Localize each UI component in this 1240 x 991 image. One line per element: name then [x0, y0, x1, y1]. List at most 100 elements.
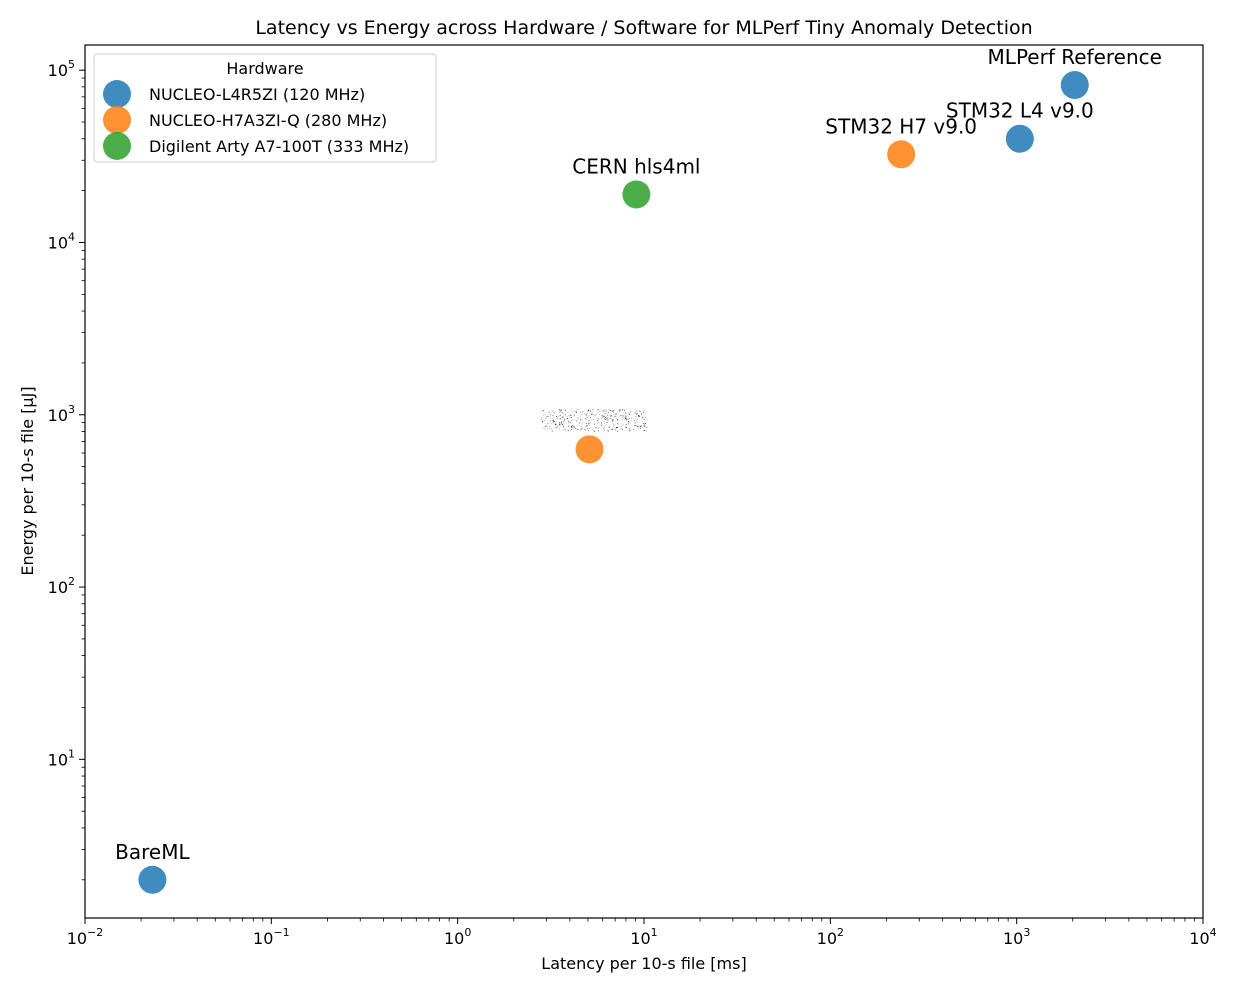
noise-speck	[641, 413, 642, 415]
noise-speck	[636, 420, 638, 421]
noise-speck	[544, 420, 545, 421]
noise-speck	[572, 411, 574, 412]
noise-speck	[611, 429, 612, 430]
noise-speck	[569, 422, 571, 424]
noise-speck	[617, 427, 619, 428]
noise-speck	[555, 423, 557, 425]
noise-speck	[625, 424, 627, 426]
noise-speck	[543, 411, 544, 413]
noise-speck	[633, 418, 635, 420]
noise-speck	[618, 410, 620, 412]
data-point	[138, 865, 167, 894]
noise-speck	[636, 413, 638, 415]
noise-mark	[541, 409, 648, 432]
noise-speck	[559, 423, 560, 425]
noise-speck	[574, 415, 575, 416]
noise-speck	[607, 417, 609, 419]
noise-speck	[607, 430, 608, 431]
noise-speck	[624, 415, 626, 417]
noise-speck	[588, 415, 590, 417]
noise-speck	[560, 410, 561, 412]
data-point	[1060, 71, 1089, 100]
noise-speck	[582, 428, 583, 429]
noise-speck	[635, 425, 636, 427]
noise-speck	[559, 424, 561, 426]
noise-speck	[569, 414, 571, 416]
noise-speck	[561, 422, 562, 424]
noise-speck	[626, 427, 627, 429]
chart-title: Latency vs Energy across Hardware / Soft…	[255, 17, 1032, 39]
noise-speck	[620, 415, 622, 416]
noise-speck	[571, 427, 573, 428]
noise-speck	[601, 417, 602, 419]
noise-speck	[561, 421, 562, 423]
noise-speck	[621, 415, 623, 416]
noise-speck	[624, 411, 626, 413]
noise-speck	[548, 412, 550, 413]
noise-speck	[556, 418, 558, 420]
noise-speck	[610, 415, 612, 417]
noise-speck	[613, 410, 614, 412]
noise-speck	[577, 409, 579, 410]
noise-speck	[643, 425, 645, 427]
noise-speck	[563, 429, 564, 431]
noise-speck	[633, 429, 634, 430]
noise-speck	[615, 413, 617, 415]
noise-speck	[559, 415, 561, 416]
noise-speck	[564, 419, 566, 421]
noise-speck	[611, 410, 613, 411]
y-axis: 101 102 103 104 105	[48, 58, 85, 881]
noise-speck	[603, 427, 605, 429]
noise-speck	[592, 409, 594, 410]
noise-speck	[636, 410, 638, 412]
noise-speck	[614, 424, 616, 425]
noise-speck	[604, 419, 606, 421]
noise-speck	[599, 409, 601, 411]
noise-speck	[571, 426, 572, 428]
point-label: STM32 H7 v9.0	[825, 114, 977, 138]
noise-speck	[588, 420, 590, 421]
noise-speck	[557, 417, 559, 419]
noise-speck	[603, 415, 605, 417]
noise-speck	[635, 422, 636, 424]
x-axis: 10−2 10−1 100 101 102 103 104	[67, 918, 1217, 948]
legend-marker	[103, 132, 131, 160]
noise-speck	[550, 418, 552, 420]
noise-speck	[592, 418, 594, 420]
noise-speck	[595, 427, 597, 429]
noise-speck	[591, 414, 592, 416]
noise-speck	[571, 428, 572, 430]
noise-speck	[629, 428, 630, 430]
noise-speck	[622, 429, 623, 431]
noise-speck	[552, 409, 554, 411]
noise-speck	[571, 420, 573, 422]
noise-speck	[628, 423, 629, 425]
noise-speck	[567, 422, 569, 423]
noise-speck	[580, 428, 582, 430]
noise-speck	[605, 410, 607, 412]
noise-speck	[572, 428, 574, 430]
noise-speck	[601, 424, 602, 426]
noise-speck	[619, 411, 621, 412]
noise-speck	[645, 423, 646, 425]
noise-speck	[602, 428, 604, 430]
noise-speck	[602, 409, 604, 411]
noise-speck	[644, 409, 646, 411]
noise-speck	[608, 427, 610, 429]
noise-speck	[612, 420, 614, 422]
noise-speck	[585, 423, 587, 424]
point-label: BareML	[115, 840, 190, 864]
noise-speck	[555, 411, 556, 412]
noise-speck	[552, 422, 554, 424]
noise-speck	[608, 409, 610, 411]
noise-speck	[597, 420, 598, 421]
noise-speck	[595, 414, 597, 416]
noise-speck	[603, 426, 605, 428]
noise-speck	[545, 417, 547, 419]
noise-speck	[546, 416, 548, 418]
noise-speck	[613, 411, 615, 413]
noise-speck	[628, 418, 629, 420]
noise-speck	[564, 409, 566, 411]
noise-speck	[603, 430, 605, 432]
noise-speck	[644, 426, 646, 428]
